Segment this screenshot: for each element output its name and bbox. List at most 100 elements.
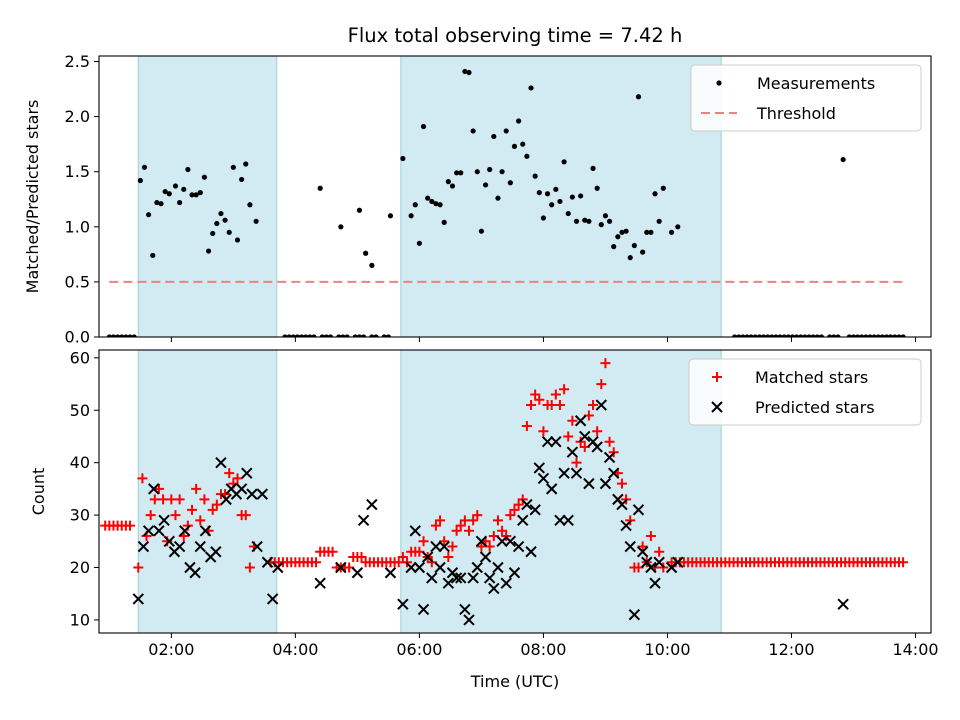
- data-point: [351, 567, 364, 579]
- data-point: [405, 561, 417, 574]
- data-point: [132, 593, 144, 605]
- legend-label: Threshold: [756, 104, 836, 123]
- data-point: [421, 551, 434, 563]
- data-point: [620, 519, 632, 532]
- data-point: [802, 334, 808, 337]
- data-point: [397, 598, 409, 610]
- data-point: [307, 334, 313, 337]
- data-point: [850, 334, 857, 337]
- data-point: [571, 457, 582, 468]
- data-point: [449, 183, 456, 189]
- data-point: [197, 190, 203, 196]
- data-point: [592, 426, 603, 437]
- legend-label: Predicted stars: [755, 398, 875, 417]
- data-point: [586, 218, 592, 224]
- data-point: [439, 536, 450, 547]
- data-point: [240, 510, 251, 521]
- data-point: [595, 399, 608, 411]
- data-point: [450, 572, 463, 584]
- data-point: [475, 535, 488, 547]
- data-point: [578, 193, 584, 199]
- data-point: [879, 334, 886, 337]
- data-point: [397, 552, 408, 563]
- data-point: [765, 334, 771, 337]
- data-point: [467, 572, 479, 584]
- y-tick-label: 1.0: [65, 217, 90, 236]
- data-point: [835, 334, 841, 337]
- data-point: [150, 252, 156, 259]
- counts-panel: 02:00 04:00 06:00 08:00 10:00 12:00 14:00 10 20 3…: [29, 348, 939, 691]
- data-point: [537, 472, 550, 485]
- data-point: [561, 159, 567, 165]
- data-point: [311, 557, 322, 568]
- data-point: [504, 535, 517, 547]
- data-point: [205, 248, 212, 254]
- y-tick-label: 30: [70, 506, 90, 525]
- plot-area: [100, 350, 909, 633]
- data-point: [744, 334, 750, 337]
- data-point: [798, 334, 804, 337]
- data-point: [900, 334, 906, 337]
- data-point: [327, 546, 338, 557]
- data-point: [491, 133, 497, 140]
- data-point: [137, 177, 143, 184]
- data-point: [191, 483, 202, 494]
- data-point: [251, 540, 263, 553]
- data-point: [146, 212, 152, 218]
- data-point: [529, 504, 541, 516]
- data-point: [438, 540, 450, 553]
- data-point: [478, 228, 485, 234]
- legend-marker: [712, 372, 722, 382]
- data-point: [357, 514, 370, 527]
- data-point: [516, 118, 522, 124]
- data-point: [187, 504, 198, 515]
- data-point: [170, 510, 181, 521]
- data-point: [557, 198, 563, 205]
- x-axis-label: Time (UTC): [470, 672, 559, 691]
- x-tick-label: 14:00: [892, 640, 938, 659]
- data-point: [141, 164, 148, 170]
- observing-window: [400, 56, 722, 337]
- data-point: [631, 242, 637, 249]
- data-point: [633, 562, 644, 573]
- data-point: [840, 156, 846, 163]
- data-point: [153, 525, 165, 537]
- data-point: [466, 69, 472, 76]
- data-point: [831, 334, 837, 337]
- data-point: [628, 608, 641, 621]
- data-point: [892, 334, 898, 337]
- data-point: [158, 201, 164, 207]
- figure-title: Flux total observing time = 7.42 h: [348, 24, 683, 47]
- data-point: [174, 494, 185, 505]
- data-point: [115, 334, 121, 337]
- data-point: [400, 155, 406, 162]
- data-point: [226, 229, 232, 235]
- data-point: [554, 400, 565, 411]
- data-point: [162, 188, 168, 195]
- data-point: [356, 207, 363, 213]
- data-point: [550, 436, 562, 448]
- data-point: [517, 514, 529, 527]
- data-point: [846, 334, 852, 337]
- data-point: [127, 334, 133, 337]
- data-point: [616, 498, 628, 511]
- data-point: [430, 540, 442, 553]
- data-point: [606, 218, 613, 224]
- data-point: [740, 334, 746, 337]
- x-tick-label: 10:00: [644, 640, 690, 659]
- data-point: [224, 468, 235, 479]
- data-point: [760, 334, 767, 337]
- data-point: [319, 334, 325, 337]
- axes-frame: [98, 349, 932, 634]
- data-point: [256, 488, 269, 500]
- data-point: [521, 498, 533, 511]
- y-tick-label: 60: [70, 348, 90, 367]
- data-point: [185, 166, 191, 173]
- data-point: [883, 334, 890, 337]
- data-point: [323, 334, 329, 337]
- data-point: [513, 499, 524, 510]
- data-point: [430, 520, 441, 531]
- data-point: [559, 384, 570, 395]
- data-point: [247, 202, 253, 208]
